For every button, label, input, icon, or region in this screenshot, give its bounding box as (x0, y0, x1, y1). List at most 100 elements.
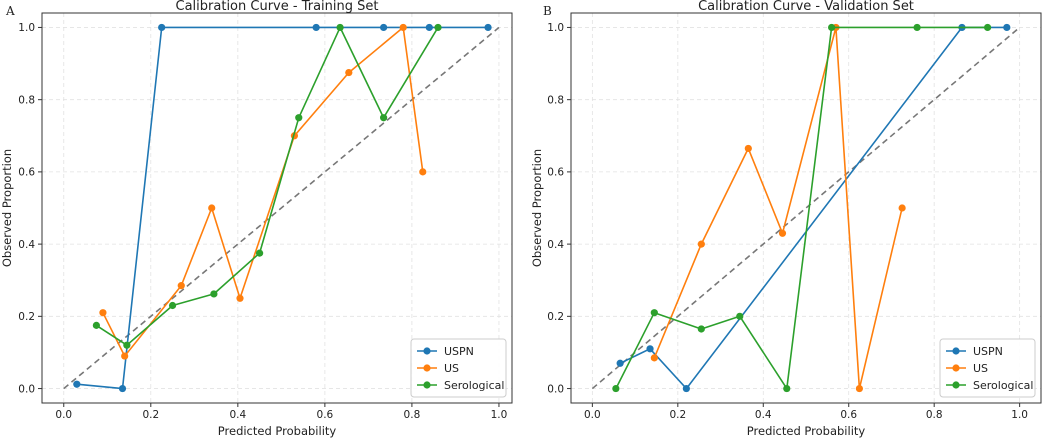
series-line-serological (615, 26, 988, 390)
x-tick-label: 0.2 (669, 409, 686, 421)
data-point (425, 23, 433, 32)
data-point (650, 354, 658, 362)
axes-frame (570, 12, 1042, 404)
y-tick-label: 0.0 (18, 383, 35, 395)
legend-label-uspn: USPN (444, 345, 474, 358)
data-point (121, 352, 129, 360)
panel-letter: B (543, 4, 552, 18)
legend-label-serological: Serological (444, 379, 504, 392)
y-tick-label: 0.0 (547, 383, 564, 395)
series-us (99, 23, 427, 360)
y-tick-label: 1.0 (547, 22, 564, 34)
chart-title: Calibration Curve - Validation Set (698, 0, 914, 14)
plot-area (571, 13, 1041, 403)
x-tick-label: 0.4 (755, 409, 772, 421)
legend: USPN US Serological (939, 338, 1036, 398)
data-point (434, 23, 442, 32)
legend-label-serological: Serological (973, 379, 1033, 392)
data-point (828, 23, 836, 32)
data-point (419, 168, 427, 176)
perfect-calibration-line (63, 26, 500, 390)
legend: USPN US Serological (410, 338, 507, 398)
legend-marker-us (423, 364, 431, 372)
series-serological (612, 23, 992, 393)
legend-box (410, 338, 507, 398)
data-point (177, 282, 185, 290)
data-point (345, 68, 353, 77)
legend-label-us: US (973, 362, 988, 375)
legend-marker-serological (423, 381, 431, 389)
x-tick-label: 0.8 (404, 409, 421, 421)
y-tick-label: 0.8 (547, 94, 564, 106)
x-tick-label: 1.0 (1011, 409, 1028, 421)
chart-title: Calibration Curve - Training Set (176, 0, 379, 14)
data-point (208, 204, 216, 212)
y-tick-label: 0.6 (547, 167, 564, 179)
data-point (898, 204, 906, 212)
x-tick-label: 0.4 (229, 409, 246, 421)
data-point (236, 294, 244, 302)
data-point (682, 384, 690, 393)
x-tick-label: 0.0 (584, 409, 601, 421)
x-tick-label: 0.0 (55, 409, 72, 421)
y-tick-label: 0.4 (18, 239, 35, 251)
x-tick-label: 0.6 (840, 409, 857, 421)
data-point (295, 114, 303, 122)
data-point (399, 23, 407, 32)
data-point (783, 384, 791, 393)
data-point (1003, 23, 1011, 32)
perfect-calibration-line (591, 26, 1021, 390)
data-point (312, 23, 320, 32)
data-point (650, 309, 658, 317)
data-point (336, 23, 344, 32)
y-tick-label: 0.2 (18, 311, 35, 323)
legend-label-uspn: USPN (973, 345, 1003, 358)
y-axis-label: Observed Proportion (530, 149, 544, 267)
x-tick-label: 0.8 (926, 409, 943, 421)
y-tick-label: 1.0 (18, 22, 35, 34)
plot-area (42, 13, 512, 403)
panel-letter: A (5, 4, 15, 18)
x-tick-label: 0.2 (142, 409, 159, 421)
x-tick-label: 1.0 (491, 409, 508, 421)
data-point (697, 240, 705, 248)
data-point (118, 384, 127, 393)
data-point (697, 325, 705, 333)
legend-label-us: US (444, 362, 459, 375)
data-point (484, 23, 492, 32)
y-tick-label: 0.4 (547, 239, 564, 251)
data-point (913, 23, 921, 32)
data-point (778, 229, 787, 237)
data-point (616, 359, 624, 367)
data-point (168, 301, 177, 310)
y-axis-label: Observed Proportion (0, 149, 14, 267)
data-point (744, 144, 752, 153)
chart-panel-b: 0.0 0.2 0.4 0.6 0.8 1.0 0.0 0.2 0.4 0.6 0.8 1.0 Cali… (530, 0, 1042, 438)
data-point (92, 321, 100, 329)
data-point (73, 380, 81, 388)
axes-frame (41, 12, 513, 404)
data-point (612, 384, 620, 393)
x-axis-label: Predicted Probability (218, 424, 337, 438)
y-tick-label: 0.6 (18, 167, 35, 179)
series-uspn (73, 23, 492, 393)
y-tick-label: 0.8 (18, 94, 35, 106)
series-serological (92, 23, 442, 349)
data-point (158, 23, 166, 32)
x-axis-label: Predicted Probability (747, 424, 866, 438)
data-point (123, 341, 131, 349)
legend-marker-serological (952, 381, 960, 389)
legend-marker-uspn (952, 347, 960, 355)
data-point (210, 290, 218, 298)
data-point (646, 345, 654, 353)
legend-marker-uspn (423, 347, 431, 355)
data-point (380, 23, 388, 32)
data-point (255, 249, 264, 257)
chart-panel-a: 0.0 0.2 0.4 0.6 0.8 1.0 0.0 0.2 0.4 0.6 0.8 1.0 Cali… (0, 0, 513, 438)
data-point (380, 114, 388, 122)
data-point (855, 384, 864, 393)
data-point (99, 309, 107, 317)
data-point (736, 312, 744, 320)
legend-box (939, 338, 1036, 398)
